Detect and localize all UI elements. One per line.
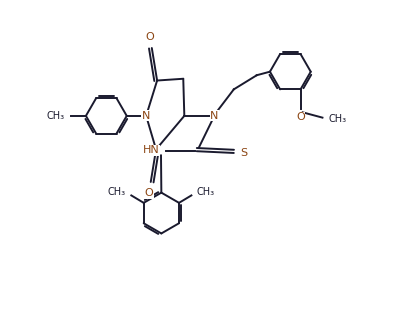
Text: O: O [146, 32, 154, 42]
Text: CH₃: CH₃ [46, 111, 65, 121]
Text: CH₃: CH₃ [108, 187, 126, 197]
Text: O: O [144, 188, 153, 198]
Text: CH₃: CH₃ [329, 114, 347, 124]
Text: N: N [142, 111, 150, 121]
Text: N: N [210, 111, 219, 121]
Text: HN: HN [143, 146, 160, 156]
Text: CH₃: CH₃ [197, 187, 215, 197]
Text: S: S [240, 148, 247, 158]
Text: O: O [296, 112, 305, 122]
